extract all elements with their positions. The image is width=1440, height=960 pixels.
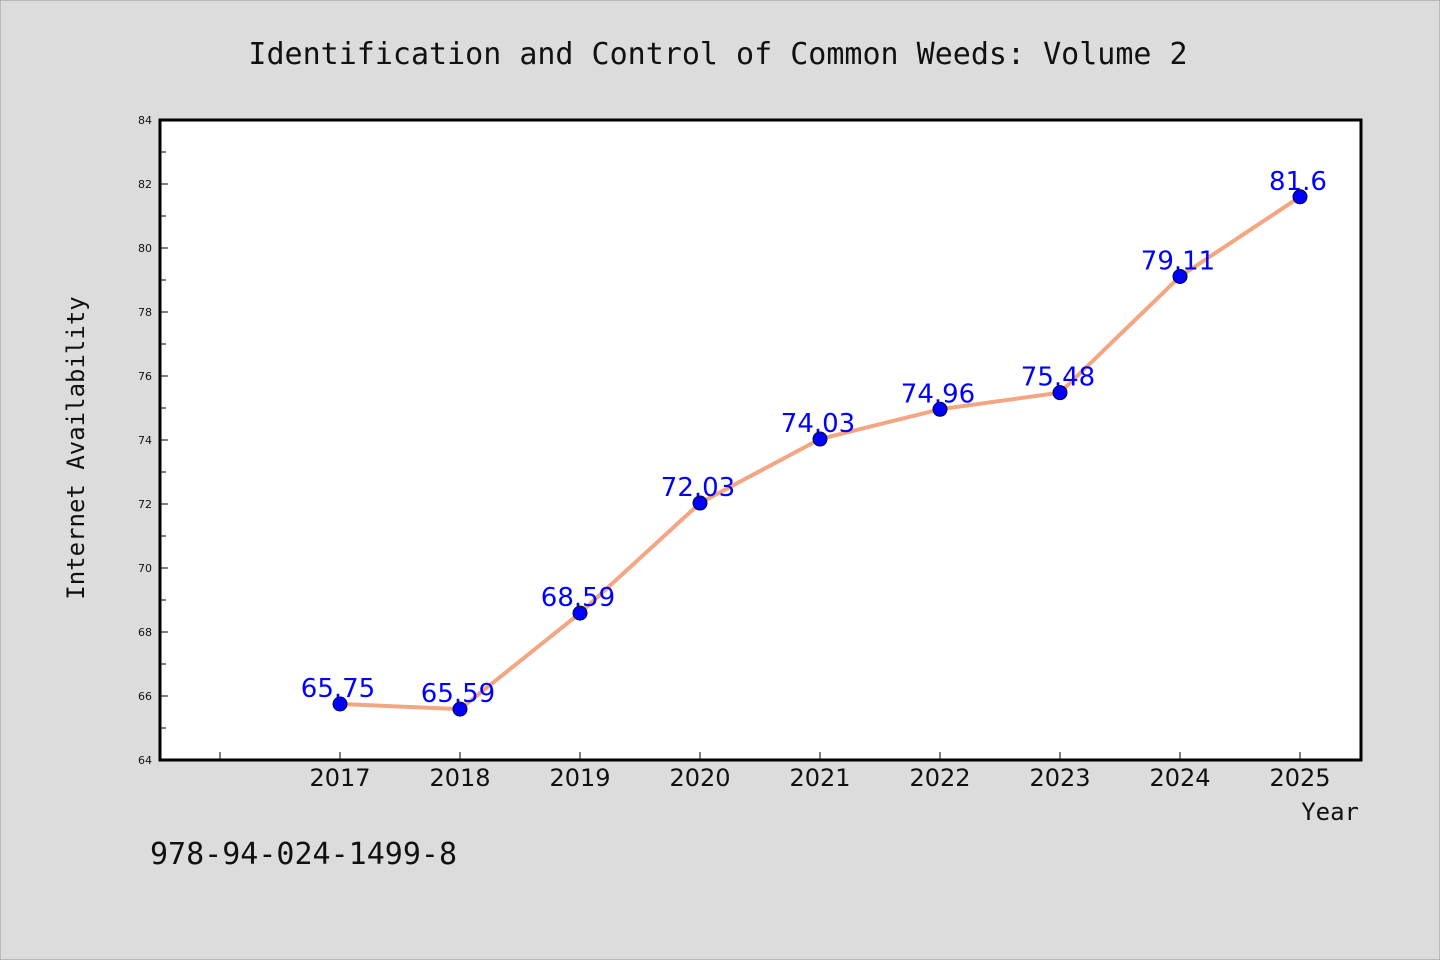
data-label: 74.96 (901, 379, 975, 409)
x-tick-label: 2023 (1029, 764, 1090, 792)
data-label: 72.03 (661, 473, 735, 503)
x-tick-label: 2018 (429, 764, 490, 792)
chart-title: Identification and Control of Common Wee… (248, 37, 1187, 72)
series-layer (332, 189, 1308, 717)
x-tick-label: 2021 (789, 764, 850, 792)
data-point (572, 605, 588, 621)
data-label: 79.11 (1141, 246, 1215, 276)
y-tick-label: 66 (138, 690, 152, 703)
y-tick-label: 64 (138, 754, 152, 767)
data-point (1292, 189, 1308, 205)
axis-ticks (160, 119, 1301, 761)
x-tick-label: 2017 (309, 764, 370, 792)
data-point (1172, 268, 1188, 284)
data-point (932, 401, 948, 417)
data-point (452, 701, 468, 717)
y-tick-label: 76 (138, 370, 152, 383)
data-label: 68.59 (541, 583, 615, 613)
data-label: 81.6 (1269, 167, 1327, 197)
data-labels: 65.75 65.59 68.59 72.03 74.03 74.96 75.48 79.11… (301, 167, 1327, 709)
data-label: 75.48 (1021, 363, 1095, 393)
y-tick-label: 72 (138, 498, 152, 511)
x-tick-label: 2024 (1149, 764, 1210, 792)
y-tick-label: 80 (138, 242, 152, 255)
data-point (812, 431, 828, 447)
x-tick-label: 2025 (1269, 764, 1330, 792)
y-tick-label: 68 (138, 626, 152, 639)
x-tick-label: 2019 (549, 764, 610, 792)
y-tick-label: 82 (138, 178, 152, 191)
y-tick-label: 84 (138, 114, 152, 127)
data-point (692, 495, 708, 511)
y-axis-label: Internet Availability (62, 296, 90, 599)
data-label: 65.59 (421, 679, 495, 709)
y-tick-labels: 64 66 68 70 72 74 76 78 80 82 84 (138, 114, 152, 767)
data-point (1052, 385, 1068, 401)
x-tick-label: 2020 (669, 764, 730, 792)
y-tick-label: 78 (138, 306, 152, 319)
data-point (332, 696, 348, 712)
data-label: 74.03 (781, 409, 855, 439)
y-tick-label: 74 (138, 434, 152, 447)
x-tick-label: 2022 (909, 764, 970, 792)
isbn-label: 978-94-024-1499-8 (150, 837, 457, 872)
x-axis-label: Year (1301, 798, 1359, 826)
x-tick-labels: 2017 2018 2019 2020 2021 2022 2023 2024 2025 (309, 764, 1330, 792)
data-label: 65.75 (301, 674, 375, 704)
plot-area (158, 118, 1363, 762)
y-tick-label: 70 (138, 562, 152, 575)
